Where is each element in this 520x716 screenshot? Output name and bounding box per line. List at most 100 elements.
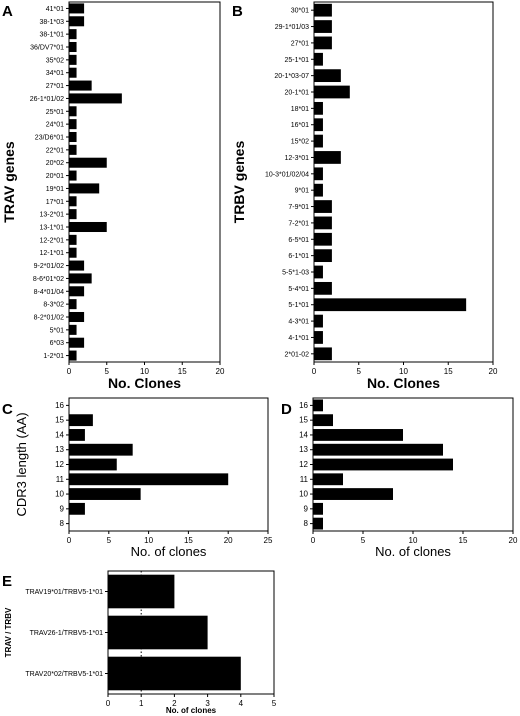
panel-c-bar	[69, 414, 93, 427]
panel-c-bar	[69, 429, 85, 441]
panel-b-chart: B 30*01 29-1*01/03 27*01 25-1*01 20-1*03-07 20…	[231, 1, 498, 391]
panel-b-bar	[314, 331, 323, 344]
panel-a-bar	[69, 299, 77, 310]
panel-a-bar	[69, 93, 122, 104]
panel-a-category-label: 35*02	[46, 57, 64, 64]
panel-e-x-tick-label: 2	[172, 699, 177, 708]
panel-b-y-axis-title: TRBV genes	[231, 141, 247, 224]
panel-a-category-label: 9-2*01/02	[34, 263, 64, 270]
panel-a-x-tick-label: 10	[140, 367, 149, 376]
panel-a-category-label: 23/D6*01	[35, 135, 64, 142]
panel-d-category-label: 10	[299, 490, 308, 499]
panel-d-bar	[313, 414, 333, 427]
panel-d-category-label: 15	[299, 416, 308, 425]
panel-a-category-label: 20*02	[46, 160, 64, 167]
panel-b-category-label: 9*01	[295, 188, 310, 195]
panel-a-x-tick-label: 0	[67, 367, 72, 376]
panel-e-x-tick-label: 1	[139, 699, 144, 708]
panel-a-category-label: 17*01	[46, 199, 64, 206]
panel-d-category-label: 13	[299, 445, 308, 454]
panel-b-bar	[314, 200, 332, 213]
panel-a-bar	[69, 106, 77, 117]
panel-a-x-axis-title: No. Clones	[108, 375, 181, 391]
panel-b-category-label: 27*01	[291, 40, 309, 47]
panel-e-chart: E TRAV19*01/TRBV5-1*01 TRAV26-1/TRBV5-1*01…	[2, 570, 277, 715]
panel-a-x-tick-label: 20	[216, 367, 225, 376]
panel-a-category-label: 12-1*01	[39, 250, 64, 257]
panel-b-bar	[314, 151, 341, 164]
panel-c-x-axis-title: No. of clones	[131, 544, 207, 559]
panel-a-bar	[69, 247, 77, 258]
panel-d-category-label: 11	[300, 475, 309, 484]
panel-a-bar	[69, 170, 77, 181]
panel-c-bar	[69, 488, 141, 500]
panel-a-category-label: 38-1*01	[39, 32, 64, 39]
panel-b-category-label: 18*01	[291, 106, 309, 113]
panel-b-category-label: 7-2*01	[288, 220, 309, 227]
panel-a-category-label: 8-2*01/02	[34, 315, 64, 322]
panel-d-x-tick-label: 20	[509, 536, 518, 545]
panel-e-category-label: TRAV20*02/TRBV5-1*01	[25, 671, 103, 678]
panel-a-letter: A	[2, 3, 13, 20]
panel-a-category-label: 22*01	[46, 147, 64, 154]
panel-a-x-tick-label: 5	[105, 367, 110, 376]
panel-c-category-label: 11	[56, 475, 65, 484]
panel-b-category-label: 4-1*01	[288, 335, 309, 342]
panel-a-bar	[69, 234, 77, 245]
panel-e-bar	[108, 615, 208, 650]
panel-a-bar	[69, 350, 77, 361]
panel-e-x-tick-label: 4	[239, 699, 244, 708]
panel-a-category-label: 1-2*01	[43, 353, 64, 360]
panel-d-bar	[313, 429, 403, 441]
panel-a-category-label: 24*01	[46, 122, 64, 129]
panel-c-category-label: 15	[55, 416, 64, 425]
panel-b-x-tick-label: 15	[444, 367, 453, 376]
panel-c-letter: C	[2, 401, 13, 418]
panel-b-bar	[314, 281, 332, 295]
panel-b-x-tick-label: 0	[312, 367, 317, 376]
panel-b-category-label: 5-1*01	[288, 302, 309, 309]
panel-e-plot-frame	[107, 570, 275, 695]
panel-d-bar	[313, 458, 453, 471]
panel-a-bar	[69, 67, 77, 78]
panel-c-category-label: 8	[60, 519, 65, 528]
panel-d-bar	[313, 517, 323, 530]
panel-d-bar	[313, 399, 323, 412]
panel-c-category-label: 14	[55, 430, 64, 439]
panel-d-bar	[313, 473, 343, 486]
panel-b-bar	[314, 69, 341, 83]
panel-e-x-axis-title: No. of clones	[166, 706, 217, 715]
panel-e-category-label: TRAV26-1/TRBV5-1*01	[30, 630, 104, 637]
panel-b-bar	[314, 347, 332, 361]
panel-c-y-axis-title: CDR3 length (AA)	[14, 412, 29, 516]
panel-b-category-label: 6-5*01	[288, 237, 309, 244]
panel-a-category-label: 41*01	[46, 6, 64, 13]
panel-a-bar	[69, 131, 77, 143]
panel-b-bar	[314, 216, 332, 230]
panel-a-bar	[69, 119, 77, 130]
panel-d-category-label: 16	[299, 401, 308, 410]
panel-a-category-label: 25*01	[46, 109, 64, 116]
panel-a-bar	[69, 54, 77, 65]
panel-a-bar	[69, 273, 92, 284]
panel-b-bar	[314, 183, 323, 197]
panel-b-category-label: 15*02	[291, 139, 309, 146]
panel-c-category-label: 13	[55, 445, 64, 454]
panel-b-category-label: 12-3*01	[284, 155, 309, 162]
panel-b-bar	[314, 36, 332, 50]
panel-b-category-label: 6-1*01	[288, 253, 309, 260]
panel-c-x-tick-label: 15	[184, 536, 193, 545]
panel-b-bar	[314, 298, 467, 312]
panel-a-category-label: 13-1*01	[39, 225, 64, 232]
panel-c-category-label: 10	[55, 490, 64, 499]
panel-b-category-label: 29-1*01/03	[275, 24, 309, 31]
panel-a-category-label: 34*01	[46, 70, 64, 77]
panel-a-category-label: 19*01	[46, 186, 64, 193]
panel-b-bar	[314, 314, 323, 328]
panel-b-category-label: 5-4*01	[288, 286, 309, 293]
panel-a-bar	[69, 311, 85, 323]
panel-b-x-tick-label: 20	[489, 367, 498, 376]
panel-d-chart: D 16 15 14 13 12 11 10 9 80 5 10 15 20 No. of clones	[281, 397, 518, 559]
panel-d-letter: D	[281, 401, 292, 418]
panel-c-category-label: 16	[55, 401, 64, 410]
